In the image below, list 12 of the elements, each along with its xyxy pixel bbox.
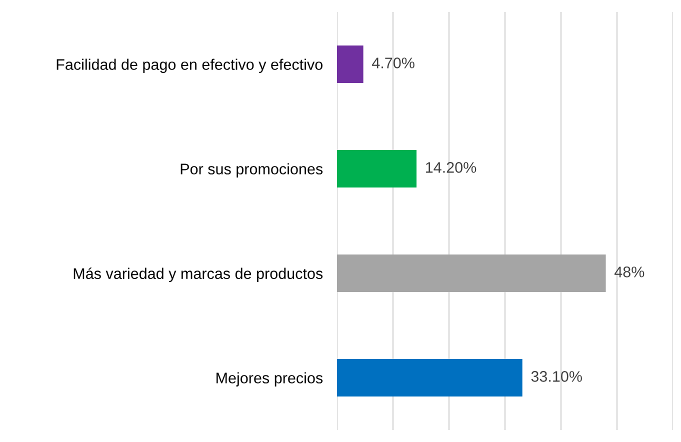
data-label: 48% (614, 266, 644, 278)
y-tick-label: Por sus promociones (180, 163, 323, 178)
y-tick-label: Facilidad de pago en efectivo y efectivo (56, 58, 322, 73)
bar (337, 150, 417, 188)
bar (337, 358, 522, 397)
y-tick-label: Más variedad y marcas de productos (74, 268, 323, 282)
data-label: 14.20% (426, 162, 476, 173)
data-label: 4.70% (372, 58, 414, 68)
y-tick-label: Mejores precios (216, 372, 323, 386)
bar (337, 45, 364, 84)
data-label: 33.10% (531, 371, 582, 382)
bar (337, 254, 606, 292)
